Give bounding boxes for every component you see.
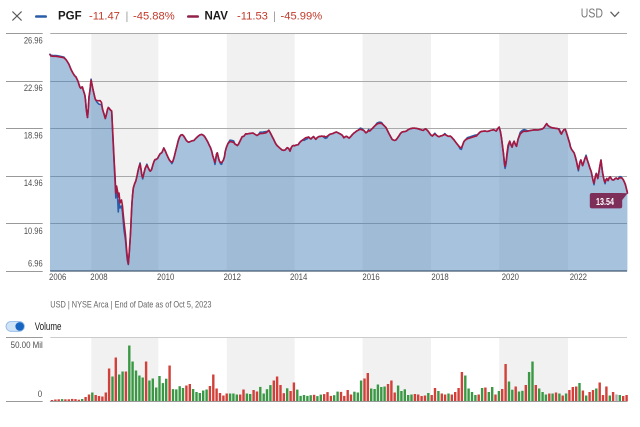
svg-text:2014: 2014 bbox=[290, 271, 307, 282]
svg-text:|: | bbox=[273, 11, 276, 23]
svg-text:-11.47: -11.47 bbox=[89, 11, 120, 23]
svg-text:|: | bbox=[126, 11, 129, 23]
svg-text:2020: 2020 bbox=[502, 271, 519, 282]
svg-text:USD: USD bbox=[581, 8, 603, 21]
svg-text:2008: 2008 bbox=[90, 271, 107, 282]
svg-text:PGF: PGF bbox=[58, 11, 82, 23]
svg-text:26.96: 26.96 bbox=[24, 35, 43, 46]
svg-text:18.96: 18.96 bbox=[24, 130, 43, 141]
svg-text:2022: 2022 bbox=[570, 271, 587, 282]
svg-text:0: 0 bbox=[38, 388, 43, 399]
svg-text:2010: 2010 bbox=[157, 271, 174, 282]
svg-text:USD | NYSE Arca | End of Date: USD | NYSE Arca | End of Date as of Oct … bbox=[50, 298, 211, 309]
svg-text:10.96: 10.96 bbox=[24, 225, 43, 236]
svg-text:6.96: 6.96 bbox=[28, 258, 43, 269]
svg-text:14.96: 14.96 bbox=[24, 177, 43, 188]
svg-text:-11.53: -11.53 bbox=[237, 11, 268, 23]
svg-text:50.00 Mil: 50.00 Mil bbox=[11, 340, 43, 351]
svg-text:2012: 2012 bbox=[224, 271, 241, 282]
svg-text:-45.99%: -45.99% bbox=[281, 11, 323, 23]
svg-text:2006: 2006 bbox=[49, 271, 66, 282]
svg-text:-45.88%: -45.88% bbox=[133, 11, 175, 23]
svg-text:Volume: Volume bbox=[35, 321, 62, 334]
svg-text:2018: 2018 bbox=[431, 271, 448, 282]
svg-text:NAV: NAV bbox=[205, 11, 229, 23]
svg-text:2016: 2016 bbox=[362, 271, 379, 282]
svg-text:22.96: 22.96 bbox=[24, 82, 43, 93]
svg-text:13.54: 13.54 bbox=[596, 196, 614, 207]
